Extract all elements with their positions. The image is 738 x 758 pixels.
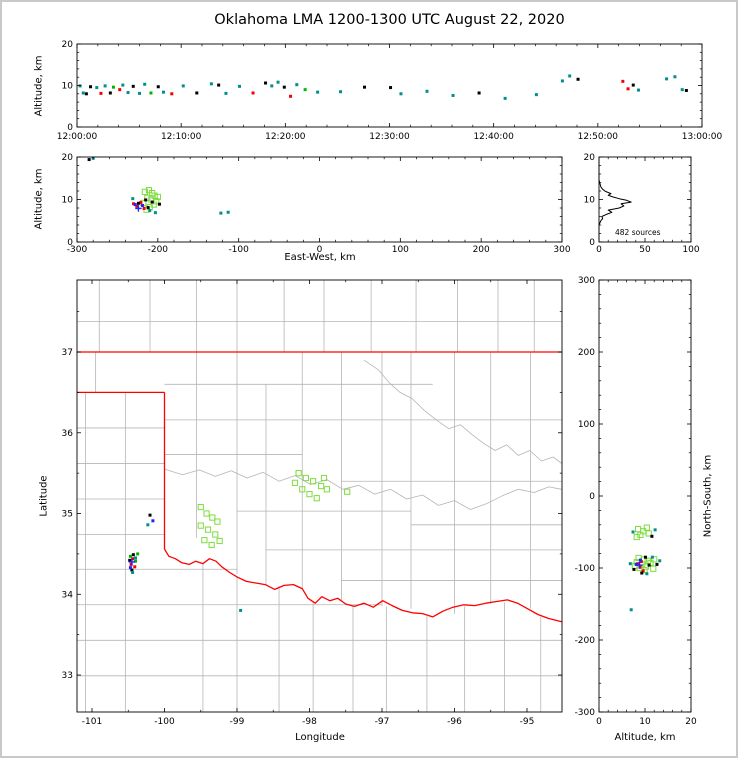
north_south-panel: 0 10 20 300 200 100 0 -100 -200 -300 [575,276,697,727]
svg-text:0: 0 [596,245,602,255]
north_south-points [628,524,662,612]
map-points [128,470,351,612]
svg-text:100: 100 [392,245,409,255]
svg-text:0: 0 [317,245,323,255]
svg-text:10: 10 [584,196,596,206]
svg-text:-100: -100 [575,564,596,574]
latitude-axis-label: Latitude [38,475,50,517]
svg-text:20: 20 [584,153,596,163]
svg-text:100: 100 [578,420,595,430]
longitude-axis-label: Longitude [295,732,345,743]
svg-text:-101: -101 [82,717,102,727]
svg-text:37: 37 [62,348,73,358]
svg-text:-300: -300 [67,245,88,255]
svg-text:10: 10 [639,717,651,727]
map-geography [77,280,562,712]
time-height-y-axis-label: Altitude, km [33,55,45,117]
east_west-points [87,156,230,215]
svg-text:20: 20 [62,40,74,50]
svg-text:20: 20 [62,153,74,163]
svg-text:200: 200 [473,245,490,255]
source-count-annotation: 482 sources [615,228,661,237]
histogram-panel: 0 50 100 0 10 20 [584,153,700,255]
svg-text:300: 300 [553,245,570,255]
svg-text:0: 0 [596,717,602,727]
svg-text:35: 35 [62,510,73,520]
time_height-panel: 12:00:00 12:10:00 12:20:00 12:30:00 12:40:00… [57,40,723,142]
svg-text:13:00:00: 13:00:00 [682,132,723,142]
svg-text:36: 36 [62,429,74,439]
svg-text:-96: -96 [447,717,462,727]
east-west-x-axis-label: East-West, km [284,252,356,263]
svg-text:12:10:00: 12:10:00 [161,132,202,142]
svg-text:200: 200 [578,348,595,358]
svg-text:0: 0 [67,238,73,248]
svg-text:10: 10 [62,196,74,206]
svg-text:10: 10 [62,82,74,92]
svg-text:12:00:00: 12:00:00 [57,132,98,142]
svg-text:0: 0 [67,123,73,133]
svg-text:20: 20 [685,717,697,727]
svg-text:12:30:00: 12:30:00 [369,132,410,142]
figure-title: Oklahoma LMA 1200-1300 UTC August 22, 20… [214,12,565,28]
svg-text:-97: -97 [375,717,390,727]
svg-text:12:50:00: 12:50:00 [578,132,619,142]
svg-text:-99: -99 [230,717,245,727]
svg-text:33: 33 [62,671,73,681]
svg-text:-300: -300 [575,708,596,718]
time_height-points [78,74,688,100]
east_west-panel: -300 -200 -100 0 100 200 300 0 10 20 [62,153,571,255]
svg-text:-100: -100 [154,717,175,727]
east-west-y-axis-label: Altitude, km [33,168,45,230]
svg-text:0: 0 [589,238,595,248]
svg-text:12:20:00: 12:20:00 [265,132,306,142]
map-panel: -101 -100 -99 -98 -97 -96 -95 33 34 35 36 37 [62,279,563,727]
north-south-axis-label: North-South, km [702,454,714,538]
altitude-axis-label: Altitude, km [614,732,676,743]
svg-text:-98: -98 [302,717,317,727]
svg-text:34: 34 [62,590,74,600]
svg-text:0: 0 [589,492,595,502]
svg-text:300: 300 [578,276,595,286]
svg-text:-200: -200 [575,636,596,646]
svg-text:-200: -200 [148,245,169,255]
svg-text:50: 50 [639,245,651,255]
svg-text:-95: -95 [520,717,535,727]
svg-text:-100: -100 [228,245,249,255]
svg-text:12:40:00: 12:40:00 [473,132,514,142]
svg-text:100: 100 [682,245,699,255]
